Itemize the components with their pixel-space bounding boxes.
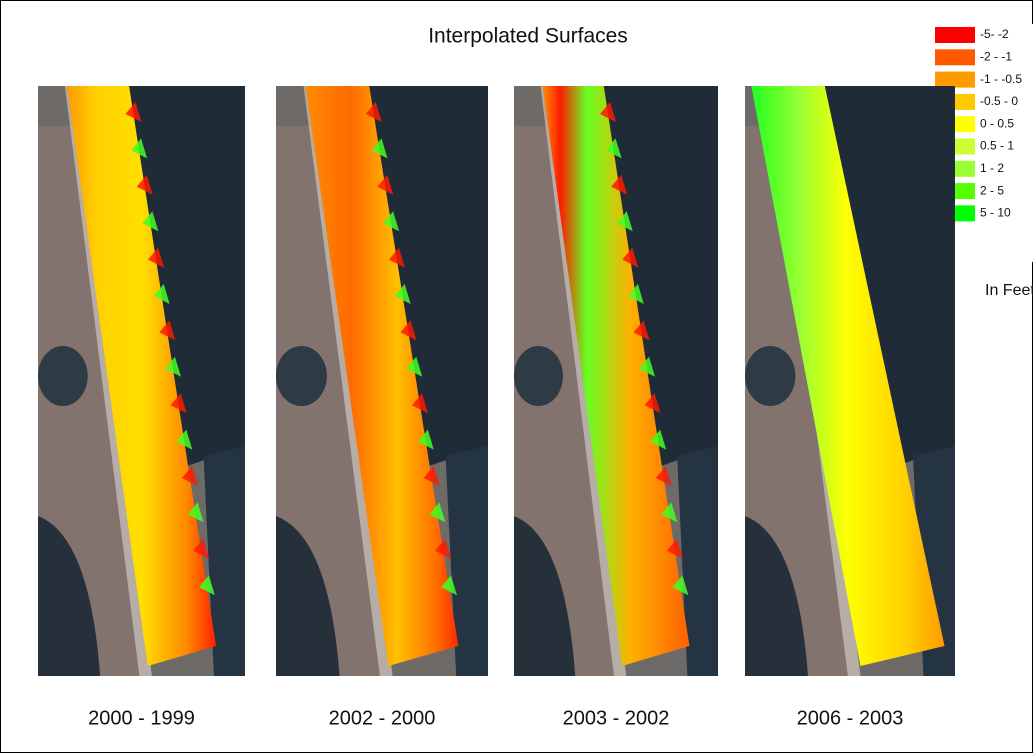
lagoon	[276, 346, 327, 406]
legend-label: -5- -2	[980, 27, 1009, 41]
legend-label: 5 - 10	[980, 206, 1011, 220]
legend-label: 2 - 5	[980, 183, 1004, 197]
legend-units: In Feet	[985, 282, 1033, 299]
legend-label: 1 - 2	[980, 161, 1004, 175]
panel-label: 2006 - 2003	[797, 707, 904, 729]
legend-swatch	[935, 49, 975, 65]
legend-swatch	[935, 72, 975, 88]
panel-label: 2000 - 1999	[88, 707, 195, 729]
panel-label: 2003 - 2002	[563, 707, 670, 729]
map-panel: 2002 - 2000	[276, 86, 488, 729]
legend-label: -1 - -0.5	[980, 72, 1022, 86]
panel-label: 2002 - 2000	[329, 707, 436, 729]
map-panel: 2000 - 1999	[38, 86, 245, 729]
lagoon	[38, 346, 88, 406]
map-panel: 2006 - 2003	[745, 86, 955, 729]
lagoon	[514, 346, 563, 406]
legend-label: 0 - 0.5	[980, 116, 1014, 130]
legend-label: -0.5 - 0	[980, 94, 1018, 108]
legend-swatch	[935, 27, 975, 43]
figure: Interpolated Surfaces -5- -2 -2 - -1 -1 - …	[0, 0, 1033, 753]
map-panel: 2003 - 2002	[514, 86, 718, 729]
title: Interpolated Surfaces	[428, 25, 628, 48]
legend-label: -2 - -1	[980, 49, 1012, 63]
lagoon	[745, 346, 795, 406]
legend-label: 0.5 - 1	[980, 139, 1014, 153]
